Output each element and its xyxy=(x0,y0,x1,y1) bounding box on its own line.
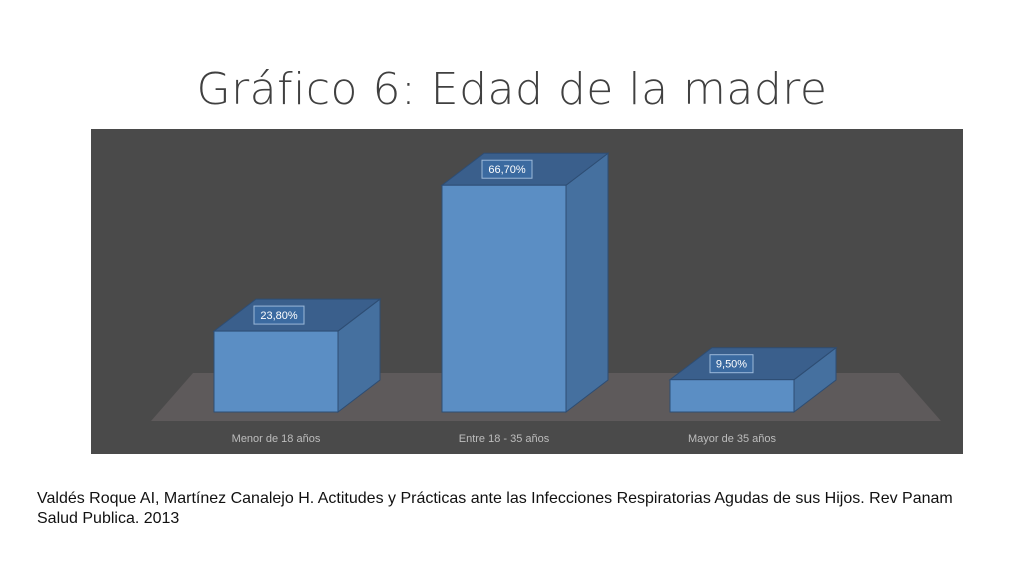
x-tick-label: Entre 18 - 35 años xyxy=(459,433,550,445)
bar xyxy=(213,330,339,413)
chart-area: 23,80% Menor de 18 años 66,70% Entre 18 - 3… xyxy=(91,129,963,454)
source-citation: Valdés Roque AI, Martínez Canalejo H. Ac… xyxy=(37,490,953,527)
data-label-box xyxy=(253,305,305,325)
bar-side xyxy=(565,152,609,414)
data-label-box xyxy=(709,354,754,374)
data-label: 66,70% xyxy=(488,164,526,176)
x-tick-label: Mayor de 35 años xyxy=(688,433,777,445)
bar xyxy=(441,184,567,413)
chart-title: Gráfico 6: Edad de la madre xyxy=(196,64,828,115)
chart-svg: 23,80% Menor de 18 años 66,70% Entre 18 - 3… xyxy=(151,152,941,445)
data-label-box xyxy=(481,159,533,179)
data-label: 23,80% xyxy=(260,310,298,322)
data-label: 9,50% xyxy=(716,359,747,371)
bar xyxy=(669,379,795,413)
x-tick-label: Menor de 18 años xyxy=(232,433,321,445)
